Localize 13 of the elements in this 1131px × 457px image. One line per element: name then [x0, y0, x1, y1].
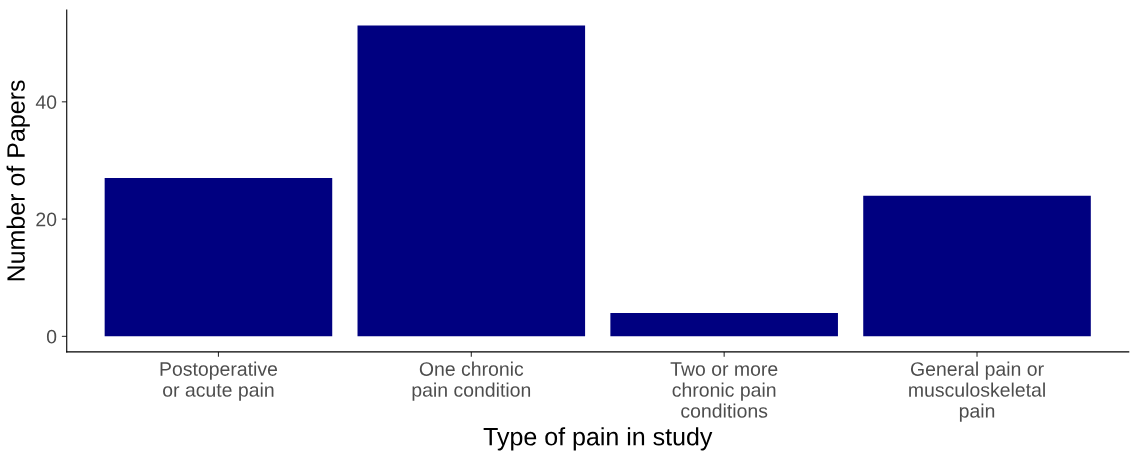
- bar: [104, 178, 333, 337]
- y-tick-label: 20: [36, 212, 57, 227]
- y-tick-label: 0: [46, 329, 57, 344]
- y-axis-title: Number of Papers: [6, 80, 30, 281]
- y-tick-label: 40: [35, 95, 57, 110]
- bar: [357, 25, 586, 337]
- bar: [863, 195, 1091, 337]
- x-axis-title: Type of pain in study: [483, 427, 713, 451]
- x-tick-label: One chronic pain condition: [412, 361, 531, 401]
- x-tick-label: Two or more chronic pain conditions: [670, 362, 778, 418]
- bar: [610, 312, 838, 337]
- x-tick-label: General pain or musculoskeletal pain: [909, 361, 1045, 422]
- x-tick-label: Postoperative or acute pain: [160, 361, 278, 401]
